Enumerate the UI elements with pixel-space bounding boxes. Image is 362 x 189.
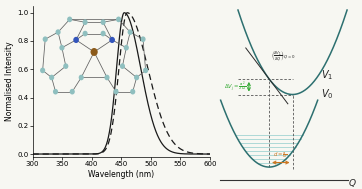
Circle shape: [49, 75, 54, 80]
Circle shape: [109, 37, 115, 43]
Circle shape: [134, 75, 139, 80]
Circle shape: [90, 48, 98, 56]
Circle shape: [73, 37, 79, 43]
Circle shape: [55, 29, 61, 35]
Circle shape: [116, 17, 121, 22]
Circle shape: [70, 89, 75, 94]
Text: $\left(\frac{\partial V_1}{\partial Q}\right)_{Q=0}$: $\left(\frac{\partial V_1}{\partial Q}\r…: [272, 49, 296, 63]
X-axis label: Wavelength (nm): Wavelength (nm): [88, 170, 154, 179]
Circle shape: [40, 68, 45, 73]
Circle shape: [143, 68, 148, 73]
Circle shape: [67, 17, 72, 22]
Circle shape: [104, 75, 110, 80]
Circle shape: [59, 45, 64, 51]
Text: $\Delta V_j = \frac{a^2}{2\omega}$: $\Delta V_j = \frac{a^2}{2\omega}$: [224, 80, 247, 94]
Circle shape: [124, 45, 129, 51]
Circle shape: [101, 31, 106, 36]
Text: $Q$: $Q$: [348, 177, 357, 189]
Circle shape: [127, 29, 133, 35]
Circle shape: [140, 36, 146, 42]
Circle shape: [130, 89, 135, 94]
Text: $V_1$: $V_1$: [321, 68, 333, 82]
Circle shape: [43, 36, 48, 42]
Circle shape: [63, 63, 68, 69]
Circle shape: [120, 63, 125, 69]
Circle shape: [79, 75, 84, 80]
Y-axis label: Normalised Intensity: Normalised Intensity: [5, 41, 14, 121]
Circle shape: [53, 89, 58, 94]
Circle shape: [113, 89, 119, 94]
Text: $d = \frac{a}{\omega}$: $d = \frac{a}{\omega}$: [273, 150, 288, 160]
Circle shape: [83, 31, 88, 36]
Circle shape: [83, 19, 88, 25]
Text: $V_0$: $V_0$: [321, 87, 333, 101]
Circle shape: [101, 19, 106, 25]
